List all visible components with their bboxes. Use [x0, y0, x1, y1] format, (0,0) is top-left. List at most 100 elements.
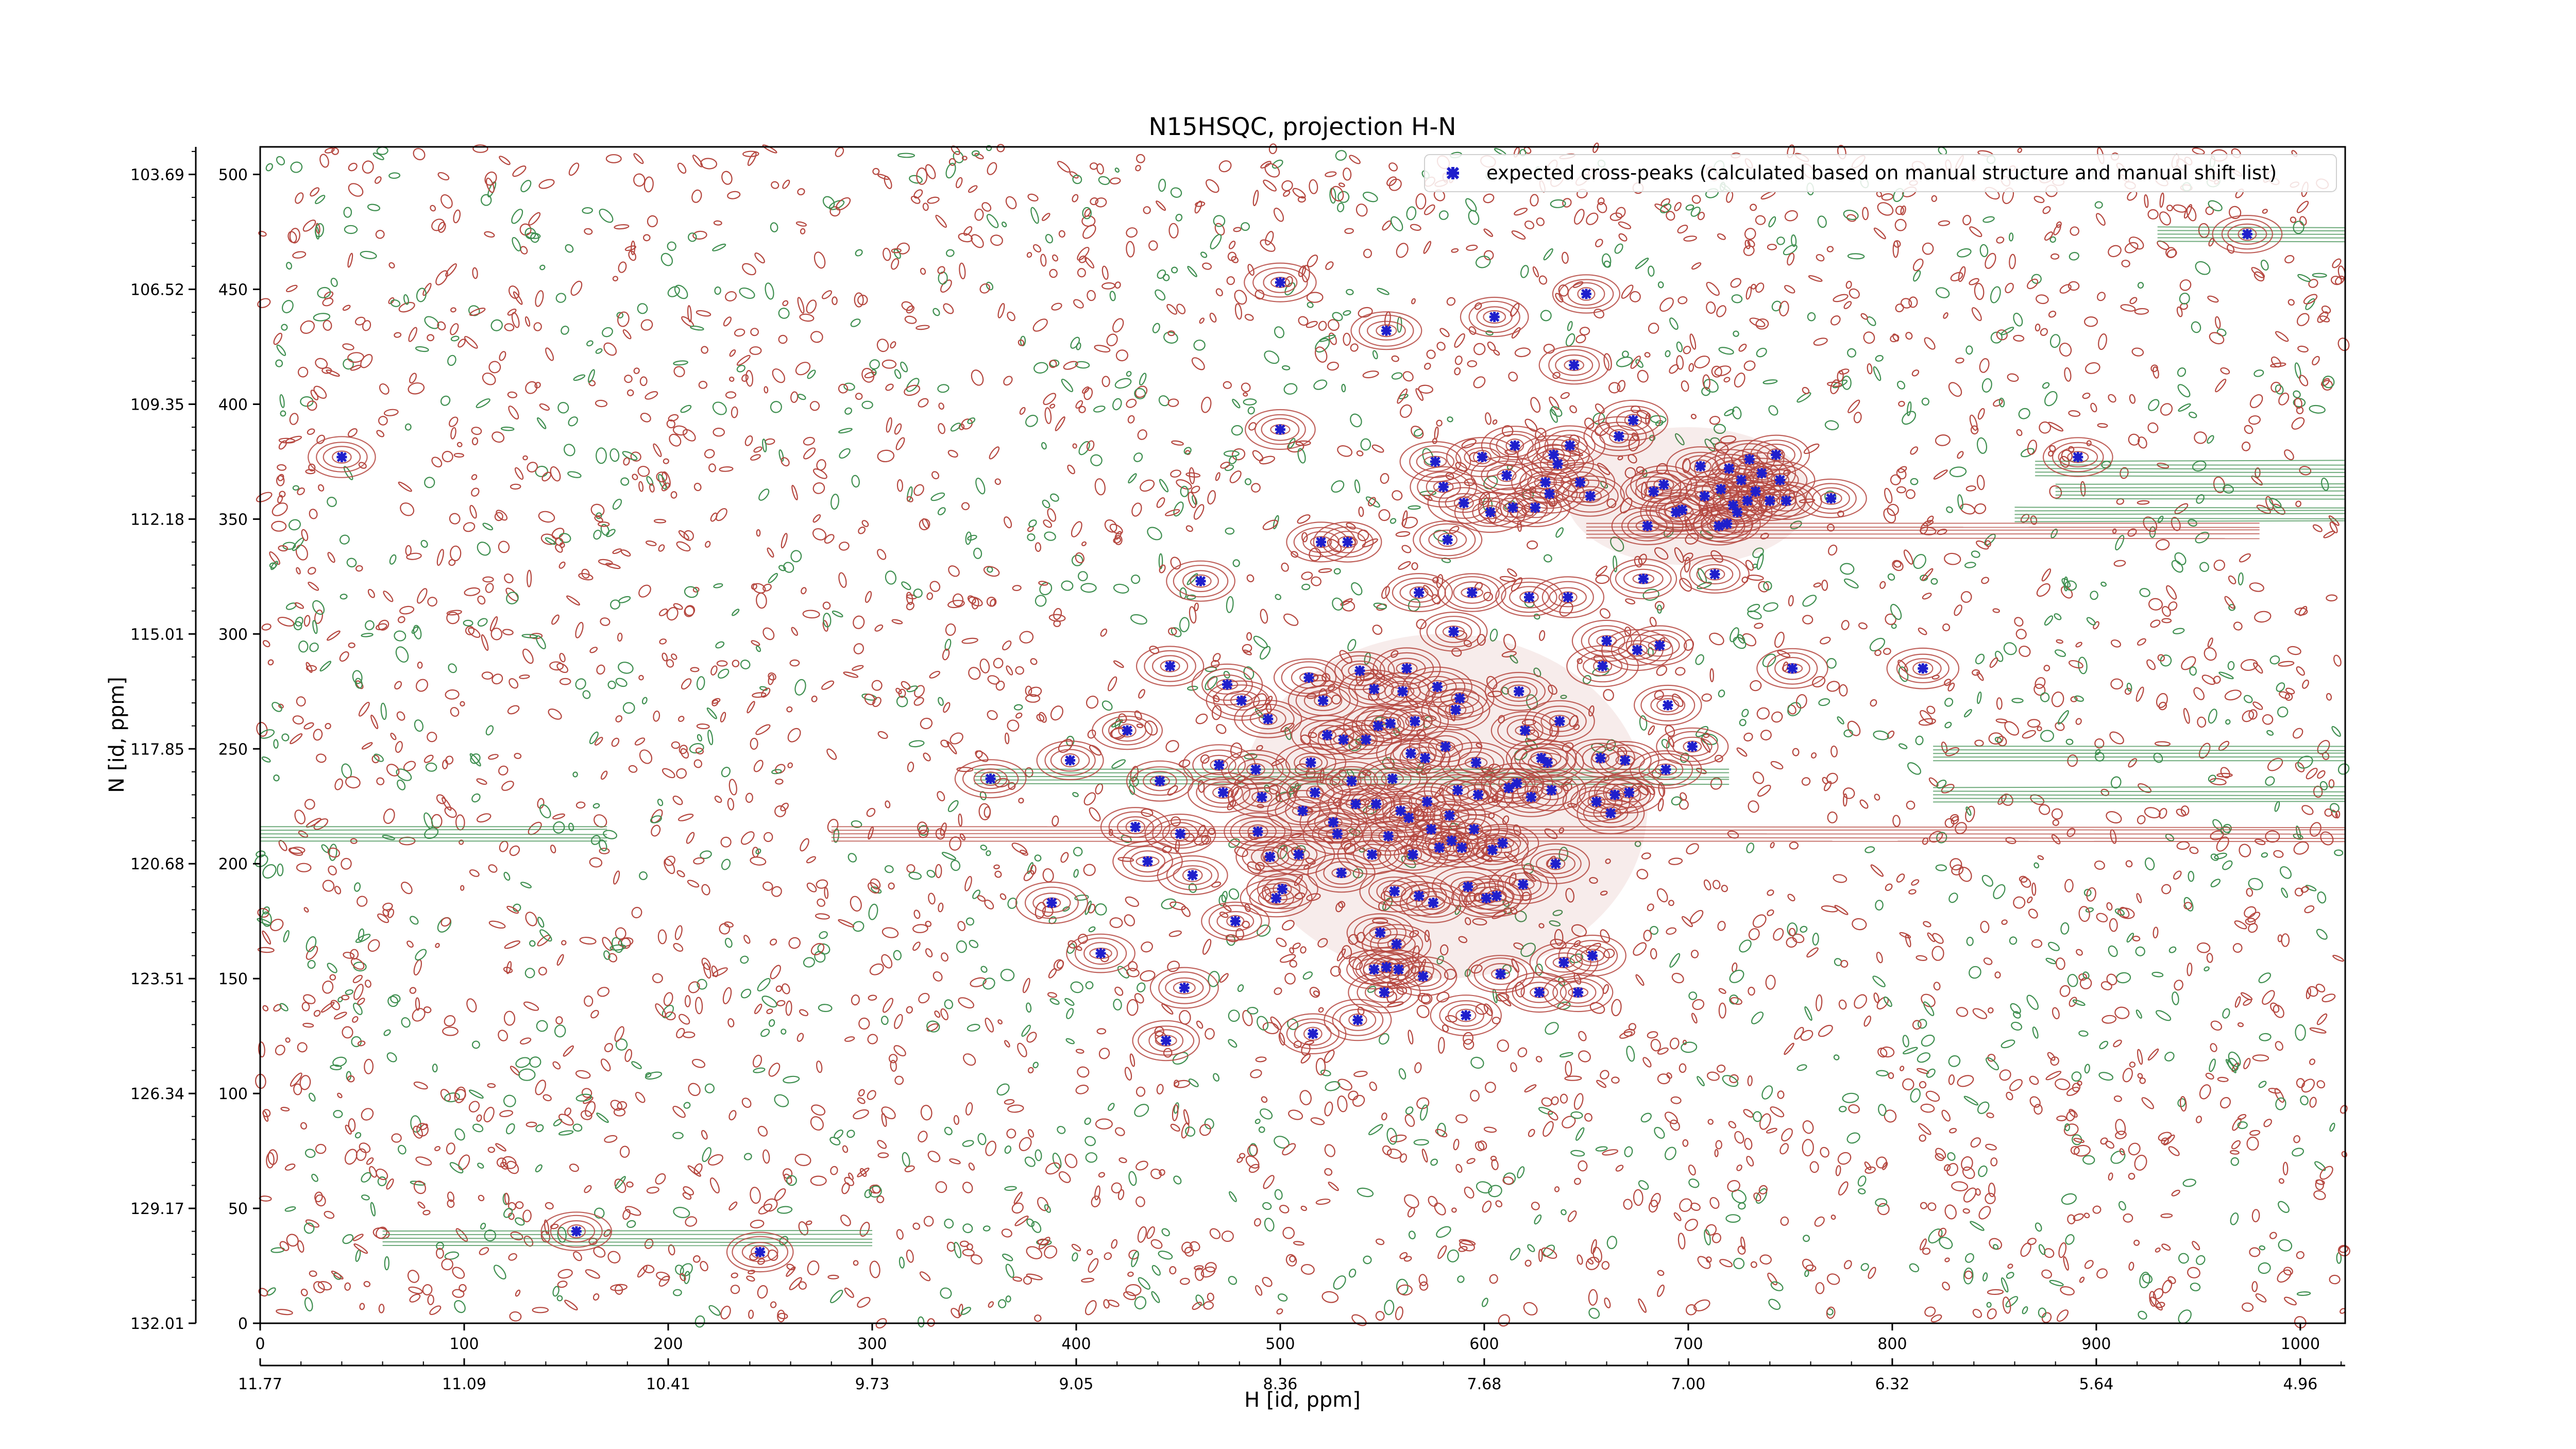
- negative-noise-contour: [281, 324, 288, 331]
- positive-noise-contour: [1376, 1238, 1385, 1245]
- positive-noise-contour: [2206, 953, 2213, 963]
- positive-noise-contour: [345, 776, 361, 789]
- positive-noise-contour: [2296, 200, 2309, 213]
- positive-noise-contour: [288, 847, 303, 856]
- positive-noise-contour: [2176, 306, 2183, 317]
- positive-noise-contour: [888, 882, 895, 890]
- positive-noise-contour: [857, 1097, 866, 1104]
- negative-noise-contour: [599, 208, 614, 223]
- positive-noise-contour: [2027, 719, 2041, 728]
- positive-noise-contour: [597, 987, 609, 997]
- positive-noise-contour: [1357, 529, 1369, 542]
- positive-noise-contour: [262, 1110, 269, 1122]
- positive-noise-contour: [2136, 686, 2144, 702]
- negative-noise-contour: [2248, 878, 2263, 890]
- positive-noise-contour: [1030, 864, 1037, 875]
- positive-noise-contour: [2067, 281, 2080, 291]
- positive-noise-contour: [714, 796, 722, 803]
- positive-noise-contour: [1263, 1175, 1275, 1189]
- positive-noise-contour: [324, 147, 335, 154]
- positive-noise-contour: [1868, 1267, 1876, 1279]
- positive-noise-contour: [1260, 609, 1268, 624]
- positive-noise-contour: [1748, 928, 1760, 940]
- negative-noise-contour: [646, 476, 654, 486]
- positive-noise-contour: [1957, 1075, 1974, 1087]
- positive-noise-contour: [427, 732, 437, 743]
- negative-noise-contour: [871, 886, 882, 894]
- negative-noise-contour: [1386, 1127, 1397, 1145]
- negative-noise-contour: [2032, 1026, 2039, 1039]
- positive-noise-contour: [806, 856, 816, 864]
- positive-noise-contour: [457, 339, 466, 348]
- positive-noise-contour: [746, 1275, 755, 1282]
- positive-noise-contour: [1421, 1149, 1428, 1163]
- negative-noise-contour: [1065, 1038, 1075, 1044]
- positive-noise-contour: [947, 449, 958, 458]
- positive-noise-contour: [290, 733, 303, 745]
- negative-noise-contour: [2300, 1095, 2309, 1106]
- negative-noise-contour: [2026, 995, 2039, 1010]
- positive-noise-contour: [2197, 942, 2211, 953]
- positive-noise-contour: [1300, 1053, 1311, 1064]
- positive-noise-contour: [1911, 369, 1920, 377]
- negative-noise-contour: [2118, 1201, 2126, 1211]
- positive-noise-contour: [600, 1058, 611, 1072]
- positive-noise-contour: [347, 352, 364, 363]
- negative-noise-contour: [684, 586, 699, 598]
- positive-noise-contour: [1603, 948, 1615, 958]
- positive-noise-contour: [1466, 244, 1478, 251]
- negative-noise-contour: [1313, 379, 1328, 390]
- positive-noise-contour: [1111, 1239, 1118, 1249]
- negative-noise-contour: [1307, 301, 1314, 308]
- positive-noise-contour: [1503, 634, 1516, 651]
- positive-noise-contour: [1253, 1218, 1261, 1227]
- negative-noise-contour: [2094, 201, 2103, 209]
- positive-noise-contour: [1573, 1093, 1584, 1110]
- cross-peak-marker: [1065, 755, 1076, 766]
- positive-noise-contour: [652, 973, 663, 984]
- positive-noise-contour: [1524, 1084, 1537, 1093]
- positive-noise-contour: [1944, 552, 1961, 565]
- negative-noise-contour: [520, 882, 532, 889]
- negative-noise-contour: [490, 319, 503, 331]
- positive-noise-contour: [1974, 282, 1985, 300]
- positive-noise-contour: [1657, 1284, 1665, 1297]
- negative-noise-contour: [967, 534, 977, 541]
- positive-noise-contour: [2161, 606, 2171, 617]
- positive-noise-contour: [1053, 620, 1061, 627]
- positive-noise-contour: [854, 292, 864, 308]
- positive-noise-contour: [359, 1142, 371, 1153]
- positive-noise-contour: [637, 465, 650, 477]
- positive-noise-contour: [1171, 440, 1184, 446]
- negative-noise-contour: [2060, 922, 2070, 935]
- negative-noise-contour: [1034, 854, 1042, 862]
- positive-noise-contour: [754, 1003, 762, 1015]
- negative-noise-contour: [1050, 493, 1059, 502]
- positive-noise-contour: [1255, 1285, 1263, 1296]
- positive-noise-contour: [1126, 999, 1139, 1016]
- negative-noise-contour: [484, 1229, 496, 1242]
- negative-noise-contour: [1807, 312, 1816, 322]
- negative-noise-contour: [1733, 330, 1739, 337]
- positive-noise-contour: [376, 777, 385, 785]
- negative-noise-contour: [1655, 420, 1664, 427]
- positive-noise-contour: [786, 706, 793, 713]
- positive-noise-contour: [1826, 1306, 1836, 1319]
- negative-noise-contour: [558, 533, 571, 543]
- positive-noise-contour: [1349, 155, 1361, 164]
- positive-noise-contour: [790, 391, 799, 403]
- negative-noise-contour: [1033, 362, 1048, 374]
- negative-noise-contour: [553, 821, 565, 834]
- positive-noise-contour: [2076, 949, 2083, 956]
- negative-noise-contour: [2305, 298, 2315, 310]
- positive-noise-contour: [1711, 1233, 1721, 1243]
- positive-noise-contour: [2129, 394, 2136, 404]
- positive-noise-contour: [538, 179, 555, 189]
- positive-noise-contour: [674, 925, 683, 940]
- positive-noise-contour: [632, 474, 638, 480]
- positive-noise-contour: [422, 1284, 433, 1295]
- negative-noise-contour: [511, 209, 523, 224]
- positive-noise-contour: [809, 401, 820, 411]
- negative-noise-contour: [2160, 654, 2172, 667]
- positive-noise-contour: [290, 1072, 302, 1087]
